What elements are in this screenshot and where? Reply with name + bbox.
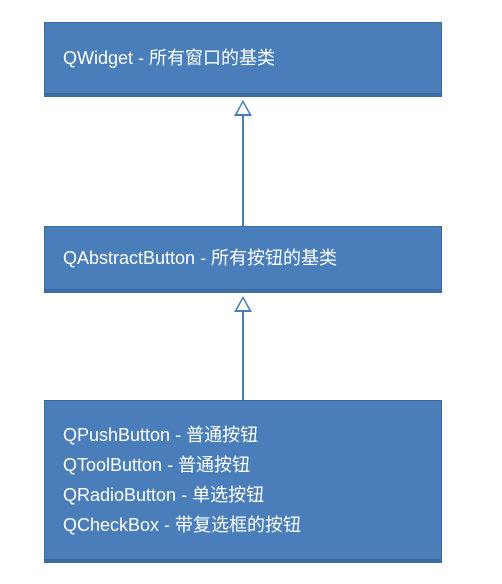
node-qabstractbutton-line-0: QAbstractButton - 所有按钮的基类 xyxy=(63,244,423,272)
underline-2 xyxy=(44,560,442,563)
node-qwidget-line-0: QWidget - 所有窗口的基类 xyxy=(63,44,423,72)
node-leaf-line-3: QCheckBox - 带复选框的按钮 xyxy=(63,510,423,540)
node-qwidget: QWidget - 所有窗口的基类 xyxy=(44,22,442,94)
node-leaf-line-2: QRadioButton - 单选按钮 xyxy=(63,480,423,510)
arrow-line-1 xyxy=(242,312,244,400)
node-qabstractbutton: QAbstractButton - 所有按钮的基类 xyxy=(44,226,442,290)
node-leaf-line-1: QToolButton - 普通按钮 xyxy=(63,450,423,480)
arrow-line-0 xyxy=(242,116,244,226)
arrow-head-0 xyxy=(234,100,252,116)
arrow-head-1 xyxy=(234,296,252,312)
underline-0 xyxy=(44,94,442,97)
node-leaf-line-0: QPushButton - 普通按钮 xyxy=(63,420,423,450)
node-leaf: QPushButton - 普通按钮 QToolButton - 普通按钮 QR… xyxy=(44,400,442,560)
underline-1 xyxy=(44,290,442,293)
